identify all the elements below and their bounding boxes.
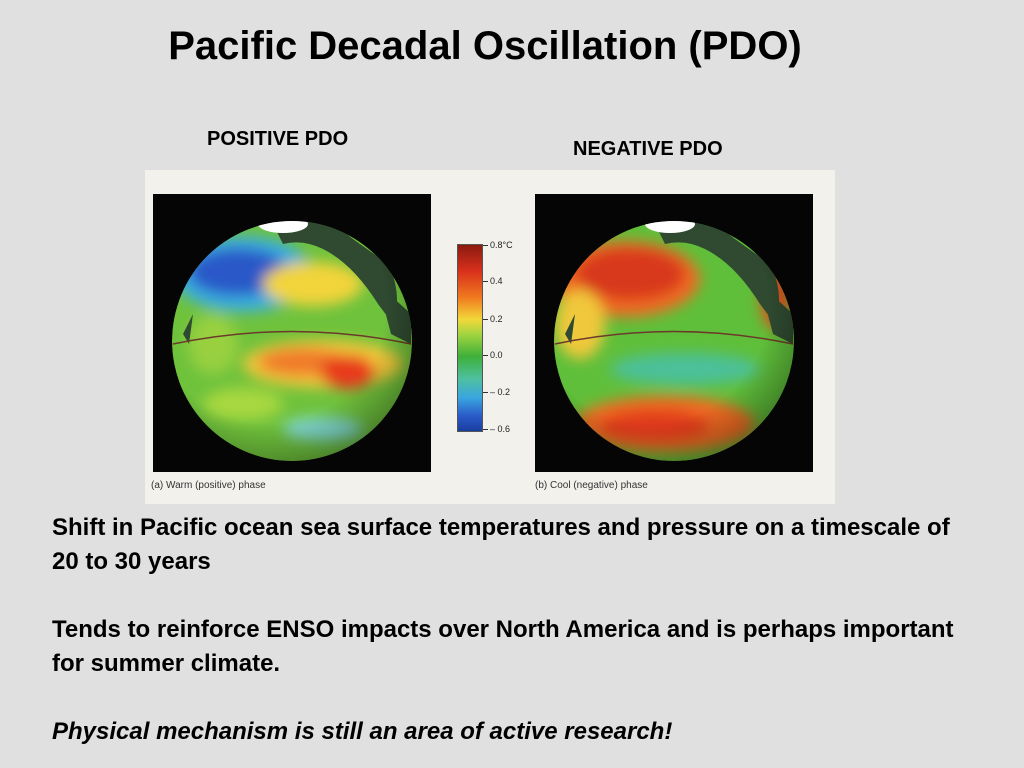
slide-title: Pacific Decadal Oscillation (PDO) xyxy=(168,24,802,68)
pdo-figure: 0.8°C 0.4 0.2 0.0 – 0.2 – 0.6 xyxy=(145,170,835,504)
scale-bar xyxy=(457,244,483,432)
scale-tick-label: – 0.6 xyxy=(483,424,510,434)
scale-tick-label: 0.8°C xyxy=(483,240,513,250)
negative-phase-caption: (b) Cool (negative) phase xyxy=(535,480,648,491)
scale-tick-label: – 0.2 xyxy=(483,387,510,397)
scale-tick-label: 0.2 xyxy=(483,314,503,324)
positive-phase-caption: (a) Warm (positive) phase xyxy=(151,480,266,491)
paragraph-research: Physical mechanism is still an area of a… xyxy=(52,718,673,745)
paragraph-timescale: Shift in Pacific ocean sea surface tempe… xyxy=(52,514,950,575)
positive-pdo-label: POSITIVE PDO xyxy=(207,128,349,150)
temperature-scale: 0.8°C 0.4 0.2 0.0 – 0.2 – 0.6 xyxy=(455,240,525,434)
positive-phase-globe xyxy=(153,194,431,472)
negative-pdo-label: NEGATIVE PDO xyxy=(573,138,723,160)
scale-tick-label: 0.0 xyxy=(483,350,503,360)
paragraph-enso: Tends to reinforce ENSO impacts over Nor… xyxy=(52,616,954,677)
scale-tick-label: 0.4 xyxy=(483,276,503,286)
negative-phase-globe xyxy=(535,194,813,472)
